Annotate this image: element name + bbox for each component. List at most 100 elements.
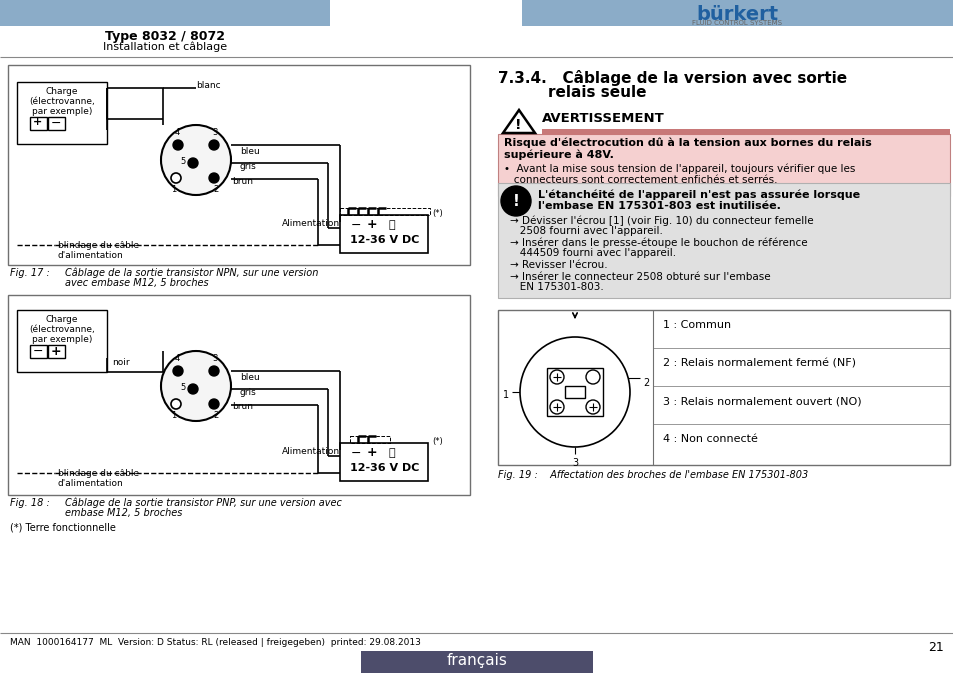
Text: AVERTISSEMENT: AVERTISSEMENT — [541, 112, 664, 125]
Bar — [541, 129, 949, 135]
Text: par exemple): par exemple) — [31, 107, 92, 116]
Circle shape — [519, 337, 629, 447]
Text: bleu: bleu — [240, 373, 259, 382]
Text: 1: 1 — [172, 411, 176, 420]
Text: (*): (*) — [432, 209, 442, 218]
Text: Charge: Charge — [46, 87, 78, 96]
Text: Câblage de la sortie transistor NPN, sur une version: Câblage de la sortie transistor NPN, sur… — [65, 268, 318, 279]
Bar — [30, 345, 47, 358]
Text: bleu: bleu — [240, 147, 259, 156]
Text: 1 : Commun: 1 : Commun — [662, 320, 730, 330]
Text: blindage du câble: blindage du câble — [58, 241, 139, 250]
Text: l'embase EN 175301-803 est inutilisée.: l'embase EN 175301-803 est inutilisée. — [537, 201, 781, 211]
Text: brun: brun — [232, 402, 253, 411]
Circle shape — [500, 186, 531, 216]
Text: blanc: blanc — [195, 81, 220, 90]
Text: MAN  1000164177  ML  Version: D Status: RL (released | freigegeben)  printed: 29: MAN 1000164177 ML Version: D Status: RL … — [10, 638, 420, 647]
Text: gris: gris — [240, 388, 256, 397]
Text: 12-36 V DC: 12-36 V DC — [350, 235, 419, 245]
Text: (*): (*) — [432, 437, 442, 446]
Text: 1: 1 — [502, 390, 509, 400]
Text: Risque d'électrocution dû à la tension aux bornes du relais: Risque d'électrocution dû à la tension a… — [503, 138, 871, 149]
Text: +: + — [366, 218, 377, 231]
Text: 5: 5 — [180, 384, 186, 392]
Text: 2508 fourni avec l'appareil.: 2508 fourni avec l'appareil. — [510, 226, 662, 236]
Bar — [521, 0, 953, 26]
Circle shape — [209, 173, 219, 183]
Text: 444509 fourni avec l'appareil.: 444509 fourni avec l'appareil. — [510, 248, 676, 258]
Bar — [497, 134, 949, 196]
Text: supérieure à 48V.: supérieure à 48V. — [503, 150, 613, 160]
Text: 21: 21 — [927, 641, 943, 654]
Text: +: + — [366, 446, 377, 459]
Text: d'alimentation: d'alimentation — [58, 479, 124, 488]
Text: blindage du câble: blindage du câble — [58, 469, 139, 478]
Text: 2: 2 — [213, 185, 218, 194]
Circle shape — [171, 173, 181, 183]
Circle shape — [161, 125, 231, 195]
Text: L'étanchéité de l'appareil n'est pas assurée lorsque: L'étanchéité de l'appareil n'est pas ass… — [537, 189, 860, 199]
Text: bürkert: bürkert — [695, 5, 778, 24]
Text: Alimentation: Alimentation — [282, 447, 340, 456]
Text: français: français — [446, 653, 507, 668]
Text: Installation et câblage: Installation et câblage — [103, 42, 227, 52]
Text: Type 8032 / 8072: Type 8032 / 8072 — [105, 30, 225, 43]
Text: +: + — [33, 117, 43, 127]
Bar — [17, 82, 107, 144]
Text: Charge: Charge — [46, 315, 78, 324]
Text: 12-36 V DC: 12-36 V DC — [350, 463, 419, 473]
Text: !: ! — [512, 194, 518, 209]
Bar — [339, 215, 428, 253]
Text: relais seule: relais seule — [547, 85, 646, 100]
Text: Fig. 19 :    Affectation des broches de l'embase EN 175301-803: Fig. 19 : Affectation des broches de l'e… — [497, 470, 807, 480]
Text: embase M12, 5 broches: embase M12, 5 broches — [65, 508, 182, 518]
Text: → Insérer le connecteur 2508 obturé sur l'embase: → Insérer le connecteur 2508 obturé sur … — [510, 272, 770, 282]
Text: par exemple): par exemple) — [31, 335, 92, 344]
Text: noir: noir — [112, 358, 130, 367]
Circle shape — [188, 384, 198, 394]
Text: 4: 4 — [174, 354, 179, 363]
Circle shape — [550, 370, 563, 384]
Text: Fig. 18 :: Fig. 18 : — [10, 498, 50, 508]
Text: brun: brun — [232, 177, 253, 186]
Circle shape — [172, 140, 183, 150]
Text: ⏚: ⏚ — [388, 448, 395, 458]
Circle shape — [209, 366, 219, 376]
Circle shape — [585, 370, 599, 384]
Text: 3 : Relais normalement ouvert (NO): 3 : Relais normalement ouvert (NO) — [662, 396, 861, 406]
Text: 4: 4 — [174, 128, 179, 137]
Text: ⏚: ⏚ — [388, 220, 395, 230]
Bar — [497, 310, 949, 465]
Text: avec embase M12, 5 broches: avec embase M12, 5 broches — [65, 278, 209, 288]
Circle shape — [171, 399, 181, 409]
Text: 5: 5 — [180, 157, 186, 166]
Circle shape — [550, 400, 563, 414]
Text: Câblage de la sortie transistor PNP, sur une version avec: Câblage de la sortie transistor PNP, sur… — [65, 498, 341, 509]
Text: (*) Terre fonctionnelle: (*) Terre fonctionnelle — [10, 522, 115, 532]
Bar — [48, 345, 65, 358]
Text: gris: gris — [240, 162, 256, 171]
Circle shape — [585, 400, 599, 414]
Text: −: − — [351, 219, 361, 232]
Text: connecteurs sont correctement enfichés et serrés.: connecteurs sont correctement enfichés e… — [503, 175, 777, 185]
Bar — [339, 443, 428, 481]
Text: (électrovanne,: (électrovanne, — [30, 325, 94, 334]
Text: −: − — [351, 447, 361, 460]
Text: •  Avant la mise sous tension de l'appareil, toujours vérifier que les: • Avant la mise sous tension de l'appare… — [503, 164, 855, 174]
Text: (électrovanne,: (électrovanne, — [30, 97, 94, 106]
Bar — [0, 0, 330, 26]
Text: +: + — [51, 345, 61, 358]
Bar — [8, 295, 470, 495]
Text: Alimentation: Alimentation — [282, 219, 340, 228]
Bar — [30, 117, 47, 130]
Bar — [17, 310, 107, 372]
Circle shape — [209, 399, 219, 409]
Bar — [497, 183, 949, 298]
Text: → Revisser l'écrou.: → Revisser l'écrou. — [510, 260, 607, 270]
Text: FLUID CONTROL SYSTEMS: FLUID CONTROL SYSTEMS — [691, 20, 781, 26]
Circle shape — [161, 351, 231, 421]
Bar — [546, 368, 602, 416]
Text: 2: 2 — [642, 378, 648, 388]
Text: !: ! — [515, 118, 520, 132]
Text: −: − — [51, 117, 61, 130]
